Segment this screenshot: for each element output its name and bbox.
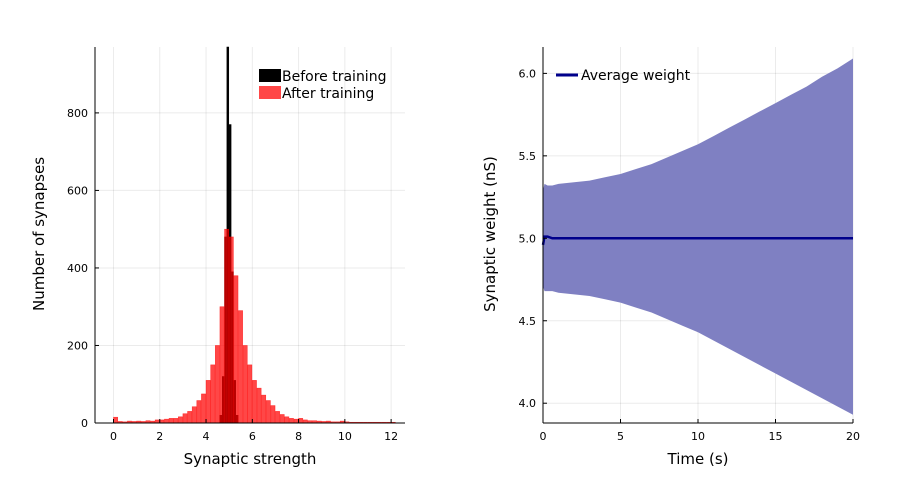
weight-x-tick-label: 0 bbox=[540, 430, 547, 443]
average-weight-line bbox=[541, 235, 853, 246]
after-training-bar bbox=[196, 400, 202, 424]
histogram-x-tick-label: 6 bbox=[249, 430, 256, 443]
histogram-tick-labels: 0 2 4 6 8 10 12 0 200 400 600 800 bbox=[67, 107, 398, 443]
weight-x-tick-label: 20 bbox=[846, 430, 860, 443]
weight-y-tick-label: 6.0 bbox=[519, 67, 537, 80]
after-training-bar bbox=[279, 414, 285, 424]
after-training-bar bbox=[289, 418, 294, 424]
legend-average-weight-label: Average weight bbox=[581, 68, 691, 84]
histogram-y-axis-label: Number of synapses bbox=[30, 157, 48, 311]
after-training-bar bbox=[252, 380, 257, 424]
weight-tick-labels: 0 5 10 15 20 4.0 4.5 5.0 5.5 6.0 bbox=[519, 67, 861, 443]
weight-x-axis-label: Time (s) bbox=[667, 450, 729, 468]
after-training-bar bbox=[215, 345, 220, 424]
after-training-bar bbox=[293, 418, 299, 424]
histogram-legend: Before training After training bbox=[259, 69, 386, 102]
histogram-x-tick-label: 0 bbox=[110, 430, 117, 443]
weight-y-tick-label: 4.0 bbox=[519, 397, 537, 410]
after-training-bars bbox=[113, 228, 396, 424]
weight-spread-band bbox=[543, 58, 853, 415]
after-training-bar bbox=[224, 228, 230, 424]
after-training-bar bbox=[298, 418, 304, 424]
after-training-bar bbox=[242, 345, 248, 424]
histogram-y-tick-label: 800 bbox=[67, 107, 88, 120]
after-training-bar bbox=[238, 310, 243, 424]
weight-y-tick-label: 5.5 bbox=[519, 150, 537, 163]
legend-after-training-label: After training bbox=[282, 86, 374, 102]
weight-legend: Average weight bbox=[556, 68, 691, 84]
histogram-x-axis-label: Synaptic strength bbox=[184, 450, 317, 468]
weight-x-tick-label: 5 bbox=[617, 430, 624, 443]
histogram-x-tick-label: 4 bbox=[203, 430, 210, 443]
after-training-bar bbox=[187, 411, 193, 424]
after-training-bar bbox=[191, 406, 197, 424]
histogram-y-tick-label: 400 bbox=[67, 262, 88, 275]
after-training-bar bbox=[205, 380, 211, 424]
after-training-bar bbox=[233, 275, 239, 424]
legend-before-training-label: Before training bbox=[282, 69, 386, 85]
after-training-bar bbox=[113, 416, 118, 424]
legend-before-training-swatch bbox=[259, 69, 281, 82]
after-training-bar bbox=[228, 236, 234, 424]
after-training-bar bbox=[178, 416, 183, 424]
after-training-bar bbox=[265, 400, 271, 424]
after-training-bar bbox=[275, 411, 280, 424]
weight-y-tick-label: 4.5 bbox=[519, 315, 537, 328]
after-training-bar bbox=[270, 405, 276, 424]
after-training-bar bbox=[210, 364, 216, 424]
weight-x-tick-label: 10 bbox=[691, 430, 705, 443]
after-training-bar bbox=[164, 418, 169, 424]
after-training-bar bbox=[284, 416, 290, 424]
histogram-x-tick-label: 8 bbox=[295, 430, 302, 443]
histogram-x-tick-label: 10 bbox=[338, 430, 352, 443]
after-training-bar bbox=[168, 418, 174, 424]
histogram-x-tick-label: 12 bbox=[384, 430, 398, 443]
histogram-x-tick-label: 2 bbox=[156, 430, 163, 443]
weight-y-tick-label: 5.0 bbox=[519, 232, 537, 245]
after-training-bar bbox=[261, 394, 267, 424]
histogram-y-tick-label: 600 bbox=[67, 184, 88, 197]
after-training-bar bbox=[173, 418, 179, 424]
after-training-bar bbox=[256, 387, 262, 424]
histogram-y-tick-label: 200 bbox=[67, 339, 88, 352]
histogram-chart: 0 2 4 6 8 10 12 0 200 400 600 800 Synaptic strength… bbox=[30, 46, 405, 468]
after-training-bar bbox=[219, 306, 225, 424]
weight-x-tick-label: 15 bbox=[769, 430, 783, 443]
weight-chart: 0 5 10 15 20 4.0 4.5 5.0 5.5 6.0 Time (s) Synapti… bbox=[481, 47, 860, 468]
legend-after-training-swatch bbox=[259, 86, 281, 99]
after-training-bar bbox=[182, 413, 188, 424]
weight-y-axis-label: Synaptic weight (nS) bbox=[481, 156, 499, 312]
after-training-bar bbox=[247, 364, 253, 424]
after-training-bar bbox=[201, 393, 206, 424]
histogram-gridlines bbox=[95, 47, 405, 424]
histogram-y-tick-label: 0 bbox=[81, 417, 88, 430]
